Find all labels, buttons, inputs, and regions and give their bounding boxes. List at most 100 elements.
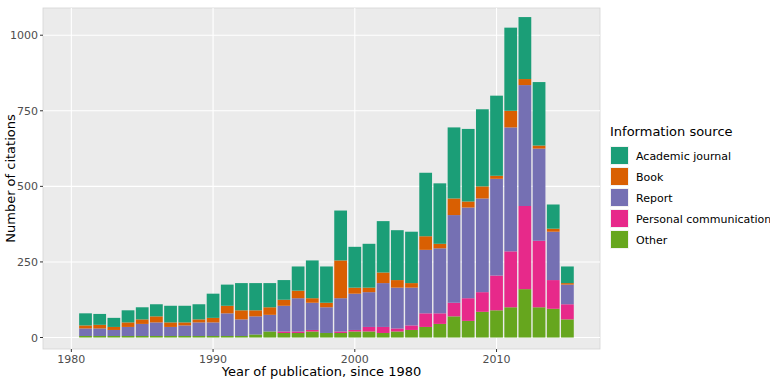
bar-segment [448,215,461,303]
bar-segment [405,283,418,288]
bar-segment [235,283,248,310]
y-tick [40,186,43,187]
y-axis-label: Number of citations [3,114,18,243]
bar-segment [263,331,276,337]
bar-segment [433,248,446,313]
legend-label: Report [636,192,673,205]
bar-segment [561,285,574,305]
legend-key-bg [610,188,629,207]
bar-segment [476,109,489,186]
bar-segment [292,331,305,333]
y-tick [40,35,43,36]
bar-segment [433,313,446,324]
bar-segment [476,292,489,312]
legend-key [611,189,628,206]
bar-segment [207,322,220,336]
x-tick [496,349,497,352]
bar-segment [292,266,305,290]
bar-segment [79,313,92,325]
bar-segment [122,327,135,336]
x-grid [71,8,72,349]
bar-segment [150,316,163,322]
bar-segment [107,318,120,327]
bar-segment [122,310,135,322]
bar-segment [193,336,206,338]
bar-segment [79,336,92,338]
x-axis-label: Year of publication, since 1980 [221,364,422,379]
bar-segment [334,260,347,298]
bar-segment [249,316,262,334]
panel [43,8,600,349]
bar-segment [207,318,220,323]
bar-segment [122,322,135,327]
bar-segment [519,79,532,85]
y-tick [40,337,43,338]
bar-segment [278,333,291,338]
bar-segment [292,291,305,299]
bar-segment [476,198,489,292]
bar-segment [533,307,546,337]
bar-segment [207,294,220,318]
bar-segment [306,298,319,303]
bar-segment [547,309,560,338]
bar-segment [348,294,361,330]
bar-segment [193,304,206,319]
bar-segment [462,201,475,207]
bar-segment [292,333,305,338]
bar-segment [320,266,333,302]
bar-segment [547,229,560,232]
bar-segment [278,280,291,300]
bar-segment [462,298,475,321]
legend-title: Information source [610,124,733,139]
bar-segment [405,325,418,330]
bar-segment [348,288,361,294]
x-tick [213,349,214,352]
bar-segment [178,336,191,338]
legend-key [611,210,628,227]
bar-segment [419,173,432,236]
bar-segment [363,244,376,288]
bar-segment [221,336,234,338]
bar-segment [107,336,120,338]
bar-segment [334,333,347,338]
bar-segment [462,208,475,299]
bar-segment [519,17,532,79]
chart: 025050075010001980199020002010Year of pu… [0,0,770,383]
bar-segment [519,85,532,206]
x-tick-label: 1980 [57,353,85,366]
legend-label: Other [636,234,668,247]
bar-segment [221,313,234,336]
bar-segment [93,328,106,336]
bar-segment [377,273,390,284]
bar-segment [263,315,276,332]
bar-segment [519,206,532,289]
bar-segment [235,310,248,319]
bar-segment [363,331,376,337]
bar-segment [519,289,532,337]
bar-segment [193,322,206,336]
bar-segment [164,322,177,327]
bar-segment [377,333,390,338]
bar-segment [249,283,262,310]
bar-segment [348,331,361,337]
bar-segment [150,304,163,316]
x-tick [354,349,355,352]
bar-segment [221,285,234,306]
bar-segment [292,298,305,331]
x-tick [71,349,72,352]
bar-segment [405,232,418,283]
bar-segment [348,247,361,288]
bar-segment [533,241,546,308]
bar-segment [93,336,106,338]
bar-segment [136,336,149,338]
legend-key-bg [610,167,629,186]
legend-key [611,231,628,248]
y-tick [40,261,43,262]
bar-segment [263,283,276,307]
bar-segment [178,325,191,336]
bar-segment [122,336,135,338]
bar-segment [278,306,291,332]
y-tick [40,110,43,111]
bar-segment [419,250,432,313]
bar-segment [490,276,503,311]
